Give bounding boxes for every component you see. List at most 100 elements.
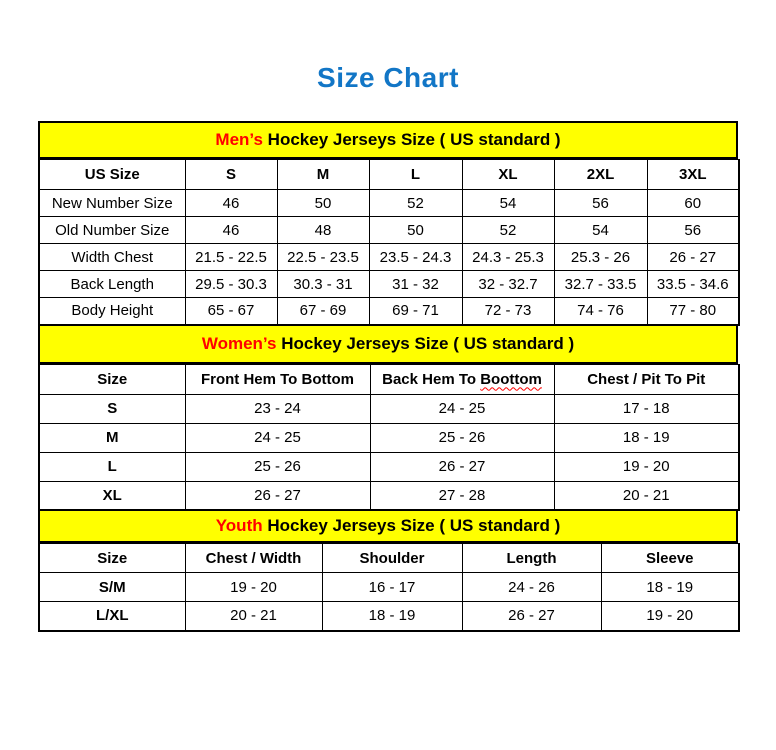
table-cell: 46 bbox=[184, 216, 278, 244]
youth-section-title-rest: Hockey Jerseys Size ( US standard ) bbox=[262, 516, 561, 535]
table-row: L/XL 20 - 21 18 - 19 26 - 27 19 - 20 bbox=[38, 601, 740, 631]
table-cell: 67 - 69 bbox=[276, 297, 370, 325]
table-cell: L bbox=[38, 451, 186, 482]
table-row: XL 26 - 27 27 - 28 20 - 21 bbox=[38, 480, 740, 511]
table-cell: 23 - 24 bbox=[184, 393, 371, 424]
mens-section-header: Men’s Hockey Jerseys Size ( US standard … bbox=[38, 121, 738, 159]
page-title: Size Chart bbox=[317, 62, 459, 93]
mens-section-title-rest: Hockey Jerseys Size ( US standard ) bbox=[262, 130, 561, 149]
col-header-sleeve: Sleeve bbox=[600, 543, 740, 573]
mens-table-header-row: US Size S M L XL 2XL 3XL bbox=[38, 159, 740, 190]
table-cell: 25 - 26 bbox=[184, 451, 371, 482]
table-cell: 33.5 - 34.6 bbox=[646, 270, 740, 298]
table-row: Back Length 29.5 - 30.3 30.3 - 31 31 - 32 32… bbox=[38, 270, 740, 298]
youth-keyword: Youth bbox=[215, 516, 263, 535]
table-cell: 27 - 28 bbox=[369, 480, 555, 511]
table-cell: 54 bbox=[553, 216, 648, 244]
table-cell: 77 - 80 bbox=[646, 297, 740, 325]
table-cell: S bbox=[38, 393, 186, 424]
table-cell: 26 - 27 bbox=[369, 451, 555, 482]
table-cell: 26 - 27 bbox=[184, 480, 371, 511]
table-cell: New Number Size bbox=[38, 189, 186, 217]
table-cell: 60 bbox=[646, 189, 740, 217]
table-cell: 50 bbox=[276, 189, 370, 217]
col-header-size: Size bbox=[38, 363, 186, 395]
table-row: Width Chest 21.5 - 22.5 22.5 - 23.5 23.5 - … bbox=[38, 243, 740, 271]
table-cell: 74 - 76 bbox=[553, 297, 648, 325]
womens-keyword: Women’s bbox=[201, 333, 277, 353]
table-cell: 20 - 21 bbox=[184, 601, 323, 631]
table-cell: 24 - 25 bbox=[369, 393, 555, 424]
table-cell: 19 - 20 bbox=[184, 572, 323, 602]
table-cell: 52 bbox=[368, 189, 463, 217]
table-cell: 18 - 19 bbox=[600, 572, 740, 602]
table-cell: 17 - 18 bbox=[553, 393, 740, 424]
womens-size-table: Size Front Hem To Bottom Back Hem To Boo… bbox=[38, 363, 740, 511]
table-row: M 24 - 25 25 - 26 18 - 19 bbox=[38, 422, 740, 453]
table-cell: 19 - 20 bbox=[600, 601, 740, 631]
col-header-shoulder: Shoulder bbox=[321, 543, 463, 573]
col-header-chest-width: Chest / Width bbox=[184, 543, 323, 573]
col-header-s: S bbox=[184, 159, 278, 190]
table-cell: 54 bbox=[461, 189, 555, 217]
table-cell: 26 - 27 bbox=[646, 243, 740, 271]
col-header-length: Length bbox=[461, 543, 602, 573]
mens-size-table: US Size S M L XL 2XL 3XL New Number Size… bbox=[38, 159, 740, 326]
table-row: L 25 - 26 26 - 27 19 - 20 bbox=[38, 451, 740, 482]
table-cell: 16 - 17 bbox=[321, 572, 463, 602]
back-hem-prefix: Back Hem To bbox=[382, 370, 481, 388]
womens-section-title-rest: Hockey Jerseys Size ( US standard ) bbox=[276, 333, 575, 353]
table-cell: Width Chest bbox=[38, 243, 186, 271]
table-cell: 65 - 67 bbox=[184, 297, 278, 325]
col-header-front-hem: Front Hem To Bottom bbox=[184, 363, 371, 395]
table-cell: 32.7 - 33.5 bbox=[553, 270, 648, 298]
womens-table-header-row: Size Front Hem To Bottom Back Hem To Boo… bbox=[38, 363, 740, 395]
womens-section-header: Women’s Hockey Jerseys Size ( US standar… bbox=[38, 325, 738, 364]
size-chart-tables: Men’s Hockey Jerseys Size ( US standard … bbox=[38, 121, 740, 632]
table-cell: 31 - 32 bbox=[368, 270, 463, 298]
table-cell: S/M bbox=[38, 572, 186, 602]
col-header-3xl: 3XL bbox=[646, 159, 740, 190]
col-header-size: Size bbox=[38, 543, 186, 573]
table-cell: 72 - 73 bbox=[461, 297, 555, 325]
table-cell: 23.5 - 24.3 bbox=[368, 243, 463, 271]
col-header-back-hem: Back Hem To Boottom bbox=[369, 363, 555, 395]
table-cell: 24 - 26 bbox=[461, 572, 602, 602]
table-cell: 26 - 27 bbox=[461, 601, 602, 631]
table-cell: 69 - 71 bbox=[368, 297, 463, 325]
col-header-us-size: US Size bbox=[38, 159, 186, 190]
youth-section-header: Youth Hockey Jerseys Size ( US standard … bbox=[38, 511, 738, 543]
col-header-l: L bbox=[368, 159, 463, 190]
back-hem-misspelled-word: Boottom bbox=[480, 370, 542, 388]
size-chart-page: Size Chart Men’s Hockey Jerseys Size ( U… bbox=[0, 58, 776, 632]
table-row: Body Height 65 - 67 67 - 69 69 - 71 72 - 73 7… bbox=[38, 297, 740, 325]
table-cell: 29.5 - 30.3 bbox=[184, 270, 278, 298]
table-cell: 22.5 - 23.5 bbox=[276, 243, 370, 271]
mens-keyword: Men’s bbox=[215, 130, 263, 149]
table-cell: 46 bbox=[184, 189, 278, 217]
table-cell: Old Number Size bbox=[38, 216, 186, 244]
col-header-xl: XL bbox=[461, 159, 555, 190]
table-cell: 25.3 - 26 bbox=[553, 243, 648, 271]
youth-table-header-row: Size Chest / Width Shoulder Length Sleev… bbox=[38, 543, 740, 573]
table-cell: 50 bbox=[368, 216, 463, 244]
col-header-2xl: 2XL bbox=[553, 159, 648, 190]
table-cell: 18 - 19 bbox=[321, 601, 463, 631]
table-cell: 21.5 - 22.5 bbox=[184, 243, 278, 271]
col-header-chest-pit: Chest / Pit To Pit bbox=[553, 363, 740, 395]
table-cell: 24 - 25 bbox=[184, 422, 371, 453]
col-header-m: M bbox=[276, 159, 370, 190]
table-row: New Number Size 46 50 52 54 56 60 bbox=[38, 189, 740, 217]
table-cell: 25 - 26 bbox=[369, 422, 555, 453]
table-row: Old Number Size 46 48 50 52 54 56 bbox=[38, 216, 740, 244]
table-cell: 32 - 32.7 bbox=[461, 270, 555, 298]
table-cell: 19 - 20 bbox=[553, 451, 740, 482]
table-cell: 52 bbox=[461, 216, 555, 244]
table-cell: XL bbox=[38, 480, 186, 511]
table-cell: 48 bbox=[276, 216, 370, 244]
youth-size-table: Size Chest / Width Shoulder Length Sleev… bbox=[38, 543, 740, 632]
table-cell: 18 - 19 bbox=[553, 422, 740, 453]
table-cell: Back Length bbox=[38, 270, 186, 298]
table-cell: M bbox=[38, 422, 186, 453]
table-cell: 56 bbox=[553, 189, 648, 217]
